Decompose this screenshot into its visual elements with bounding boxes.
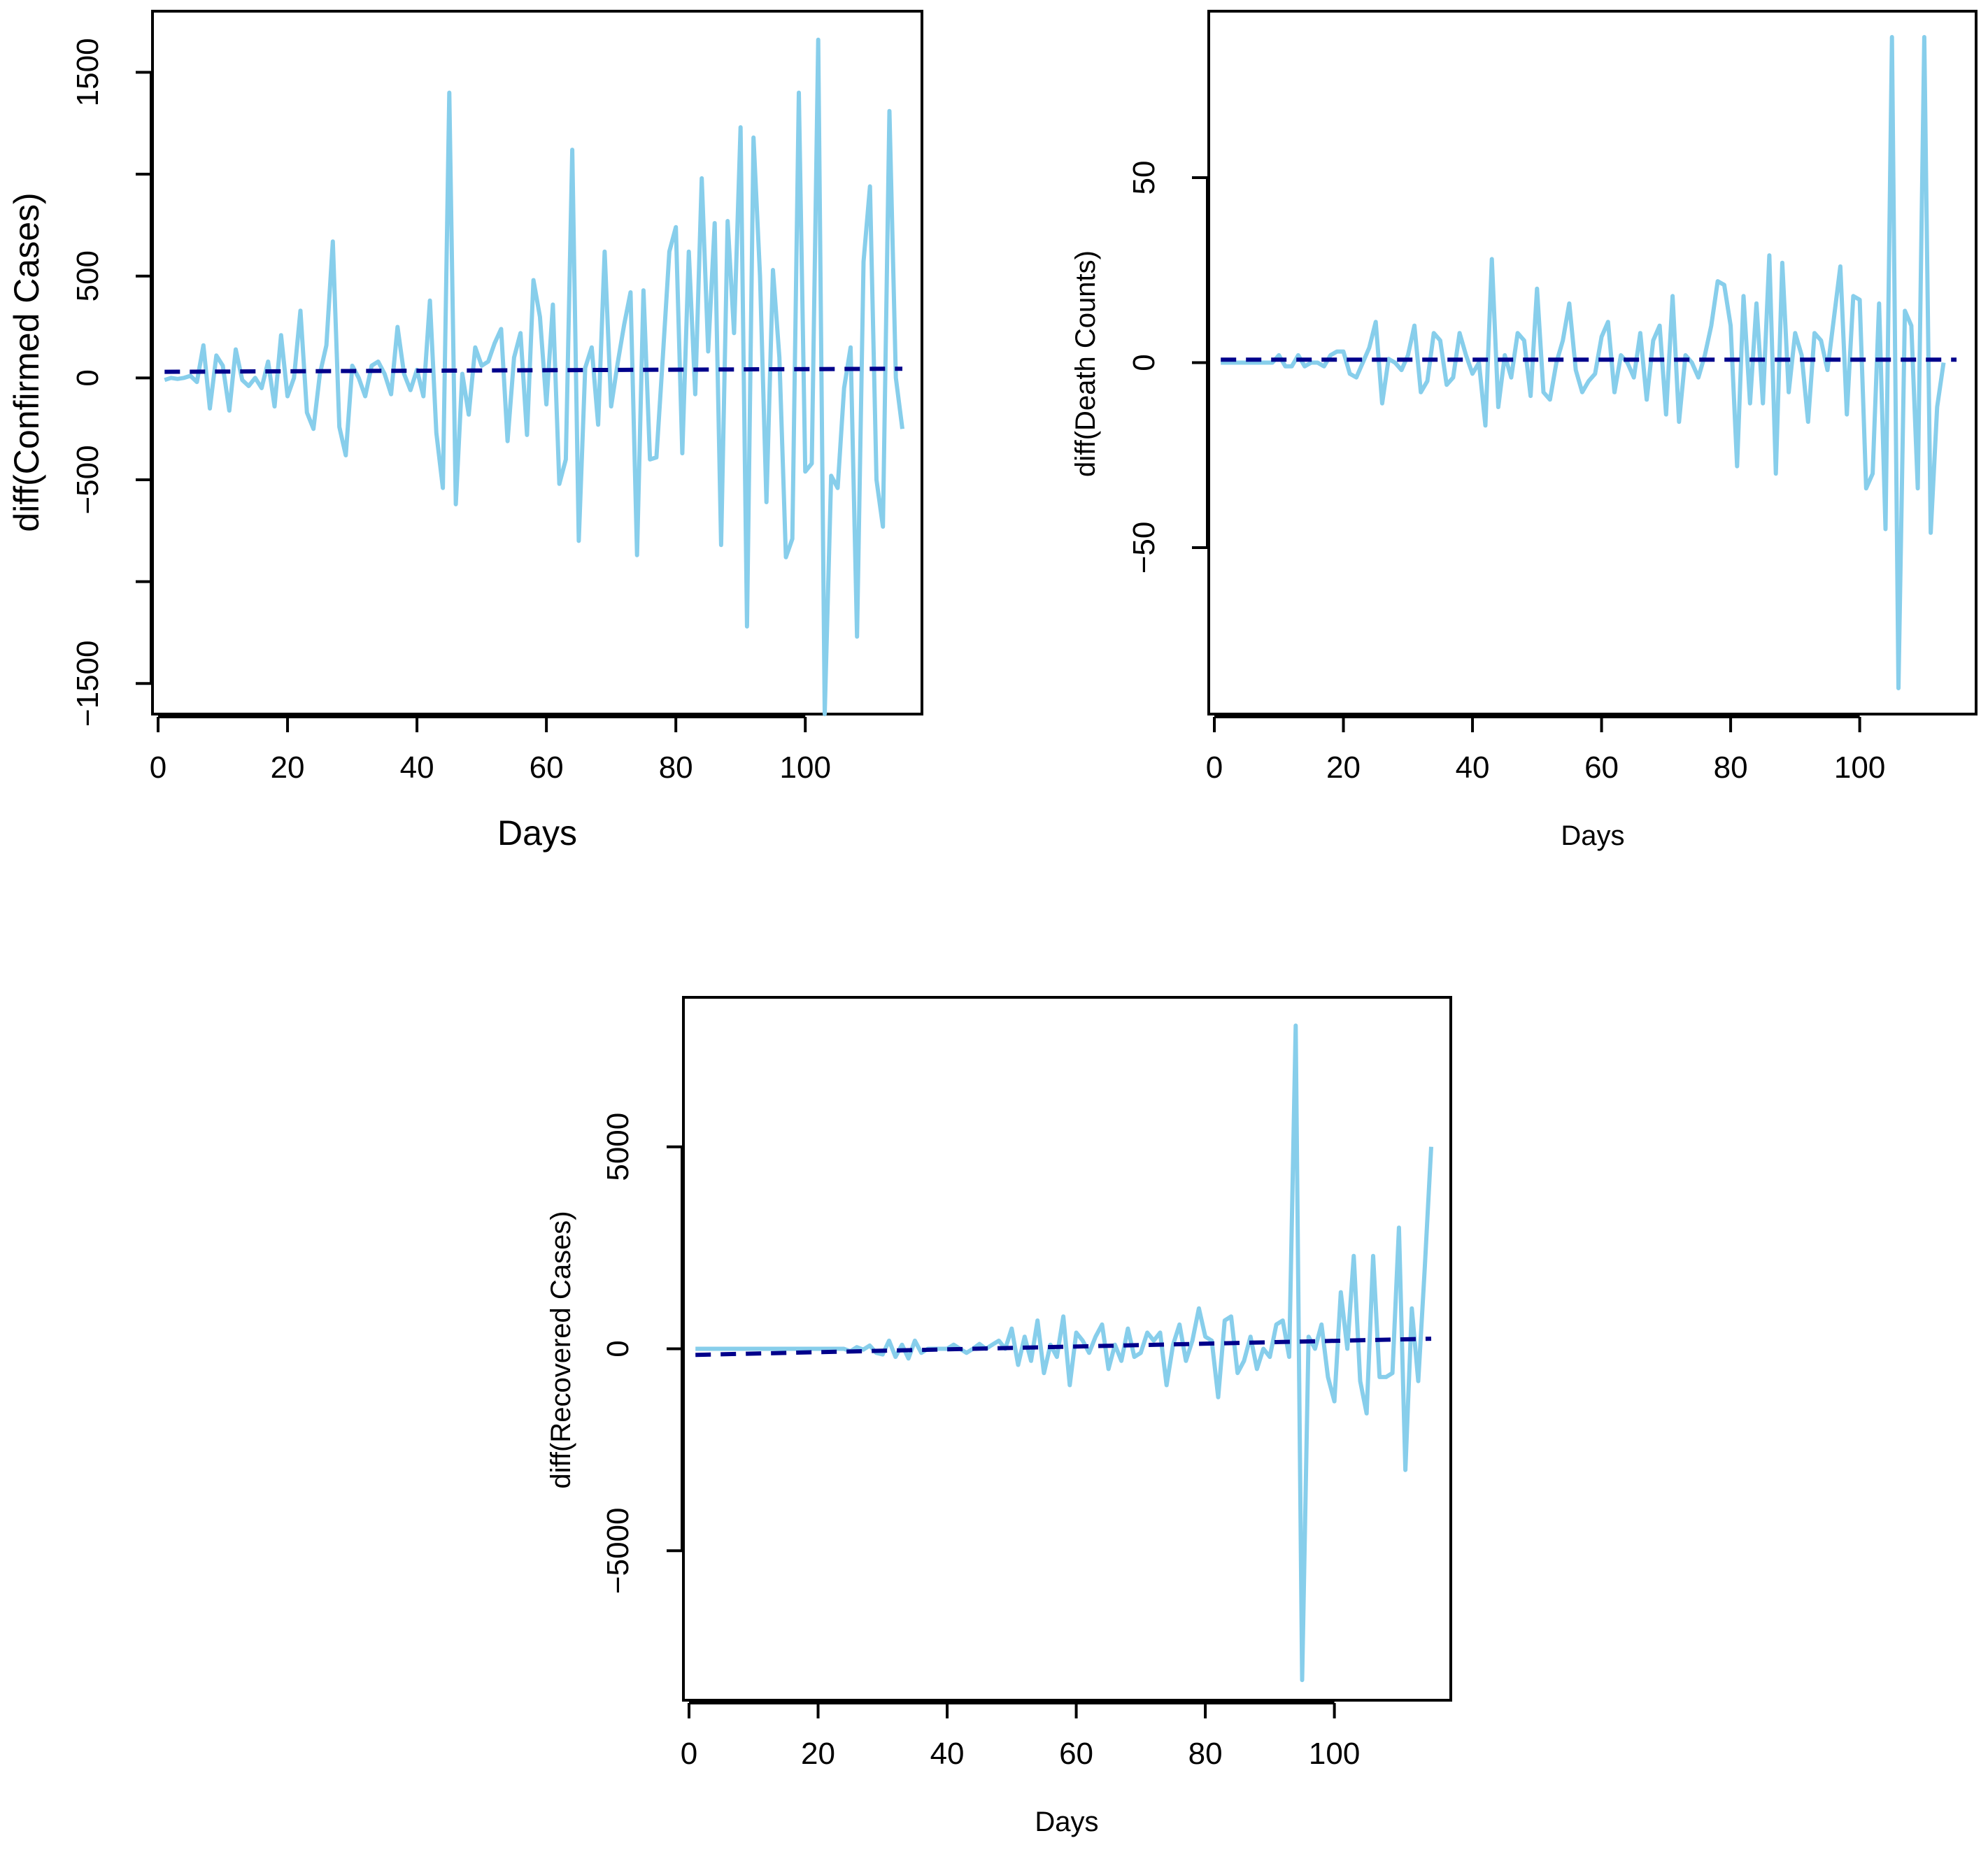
x-tick-label: 80 xyxy=(659,750,693,785)
x-axis: 0 20 40 60 80 100 xyxy=(681,1702,1360,1771)
plot-area xyxy=(164,37,904,716)
x-tick-label: 40 xyxy=(400,750,434,785)
y-axis-label: diff(Recovered Cases) xyxy=(546,1211,576,1488)
y-axis: −1500 −500 0 500 1500 xyxy=(71,38,152,727)
y-axis: −50 0 50 xyxy=(1127,161,1209,574)
x-tick-label: 100 xyxy=(1309,1737,1360,1771)
x-tick-label: 20 xyxy=(801,1737,835,1771)
y-tick-label: −500 xyxy=(71,445,105,514)
x-tick-label: 20 xyxy=(1326,750,1361,785)
y-tick-label: 0 xyxy=(71,369,105,386)
x-tick-label: 40 xyxy=(930,1737,965,1771)
x-tick-label: 60 xyxy=(1584,750,1619,785)
series-line xyxy=(164,37,904,716)
plot-area xyxy=(1221,35,1957,690)
x-axis-label: Days xyxy=(1561,820,1624,851)
x-tick-label: 0 xyxy=(681,1737,697,1771)
y-axis: −5000 0 5000 xyxy=(601,1113,683,1595)
y-tick-label: 0 xyxy=(601,1340,635,1357)
trend-line xyxy=(695,1337,1432,1358)
chart-death-counts: 0 20 40 60 80 100 −50 0 50 Days diff(Death Coun… xyxy=(1070,10,1978,851)
x-tick-label: 80 xyxy=(1188,1737,1223,1771)
x-tick-label: 20 xyxy=(271,750,305,785)
x-tick-label: 80 xyxy=(1714,750,1748,785)
series-line xyxy=(1221,35,1946,690)
y-axis-label: diff(Confirmed Cases) xyxy=(7,192,46,532)
y-tick-label: −50 xyxy=(1127,522,1161,574)
plot-area xyxy=(695,1023,1433,1683)
x-tick-label: 40 xyxy=(1456,750,1490,785)
x-axis: 0 20 40 60 80 100 xyxy=(150,715,831,785)
y-tick-label: 5000 xyxy=(601,1113,635,1181)
chart-recovered-cases: 0 20 40 60 80 100 −5000 0 5000 Days diff(Recove… xyxy=(546,996,1452,1837)
x-tick-label: 100 xyxy=(780,750,831,785)
x-axis-label: Days xyxy=(1035,1807,1098,1837)
y-tick-label: 0 xyxy=(1127,354,1161,371)
x-tick-label: 0 xyxy=(1206,750,1223,785)
y-tick-label: −1500 xyxy=(71,641,105,727)
y-tick-label: 50 xyxy=(1127,161,1161,195)
x-axis-label: Days xyxy=(497,813,577,853)
series-line xyxy=(695,1023,1433,1683)
chart-confirmed-cases: 0 20 40 60 80 100 −1500 −500 0 500 1500 Days diff… xyxy=(7,10,923,853)
x-tick-label: 0 xyxy=(150,750,166,785)
y-tick-label: −5000 xyxy=(601,1508,635,1595)
x-axis: 0 20 40 60 80 100 xyxy=(1206,715,1885,785)
y-axis-label: diff(Death Counts) xyxy=(1070,250,1101,477)
x-tick-label: 60 xyxy=(530,750,564,785)
y-tick-label: 500 xyxy=(71,250,105,301)
x-tick-label: 60 xyxy=(1059,1737,1093,1771)
trend-line xyxy=(164,366,903,374)
y-tick-label: 1500 xyxy=(71,38,105,106)
x-tick-label: 100 xyxy=(1834,750,1885,785)
